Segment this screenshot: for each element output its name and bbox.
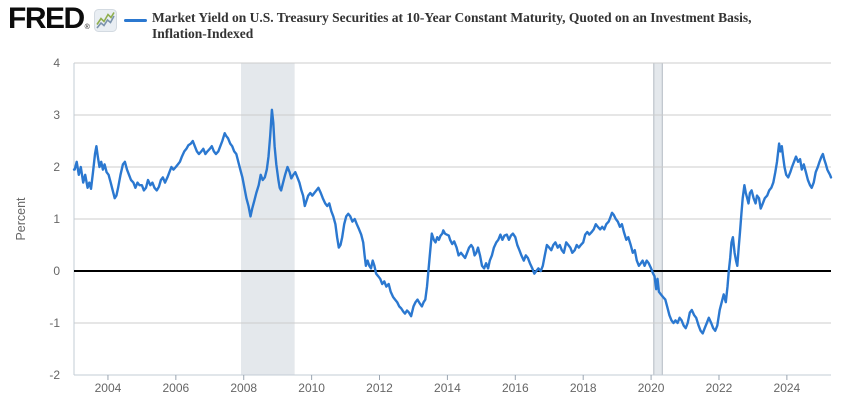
x-axis-label: 2022 (706, 381, 733, 395)
x-axis-label: 2012 (366, 381, 393, 395)
y-axis-label: 2 (53, 160, 60, 174)
y-axis-label: 0 (53, 264, 60, 278)
x-axis-label: 2006 (162, 381, 189, 395)
x-axis-label: 2004 (95, 381, 122, 395)
registered-trademark-icon: ® (84, 24, 90, 31)
x-axis-label: 2020 (638, 381, 665, 395)
chart-header: FRED ® Market Yield on U.S. Treasury Sec… (0, 0, 850, 52)
series-line (72, 108, 833, 335)
series-title-line-1: Market Yield on U.S. Treasury Securities… (152, 10, 752, 25)
fred-logo-text: FRED (8, 2, 85, 35)
y-axis-label: -2 (49, 368, 60, 382)
legend-line-swatch (124, 19, 147, 22)
fred-logo: FRED ® (8, 4, 117, 34)
y-axis-title: Percent (14, 197, 28, 241)
y-axis-label: 3 (53, 108, 60, 122)
fred-sparkline-icon (93, 9, 117, 32)
x-axis-label: 2018 (570, 381, 597, 395)
x-axis-label: 2024 (774, 381, 801, 395)
x-axis-label: 2014 (434, 381, 461, 395)
x-axis-label: 2008 (230, 381, 257, 395)
y-axis-label: -1 (49, 316, 60, 330)
series-title: Market Yield on U.S. Treasury Securities… (152, 10, 842, 42)
x-axis-label: 2010 (298, 381, 325, 395)
y-axis-label: 1 (53, 212, 60, 226)
y-axis-label: 4 (53, 56, 60, 70)
x-axis-label: 2016 (502, 381, 529, 395)
series-title-line-2: Inflation-Indexed (152, 26, 254, 41)
